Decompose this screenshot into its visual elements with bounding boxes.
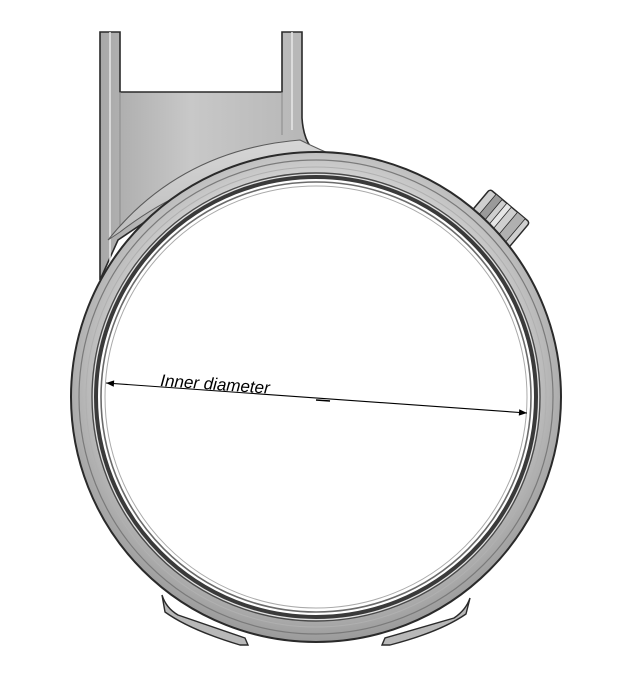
- hoop-ring: [70, 151, 562, 643]
- bottom-tabs: [161, 594, 471, 646]
- dimension-line: [105, 380, 528, 416]
